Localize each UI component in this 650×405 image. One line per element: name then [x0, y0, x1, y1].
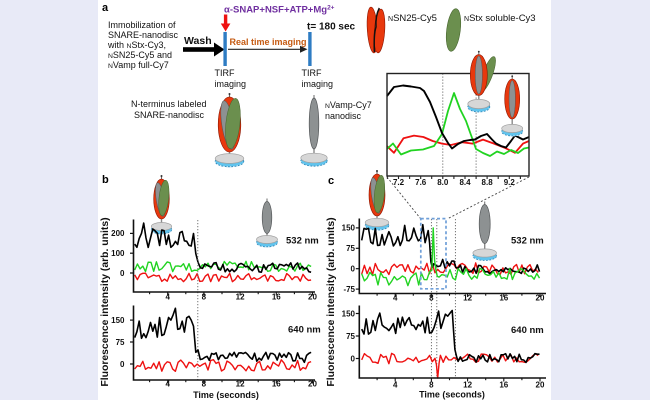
svg-text:8.4: 8.4 — [459, 178, 471, 187]
svg-text:a: a — [102, 2, 109, 14]
svg-text:NVamp-Cy7: NVamp-Cy7 — [325, 100, 372, 110]
svg-text:200: 200 — [111, 229, 125, 238]
svg-text:640 nm: 640 nm — [288, 325, 321, 336]
svg-text:Time (seconds): Time (seconds) — [193, 390, 259, 400]
svg-text:20: 20 — [536, 294, 545, 303]
svg-text:100: 100 — [111, 249, 125, 258]
svg-text:75: 75 — [116, 338, 125, 347]
svg-text:c: c — [328, 175, 334, 187]
svg-text:12: 12 — [463, 294, 472, 303]
svg-text:8: 8 — [429, 381, 434, 390]
svg-text:8: 8 — [429, 294, 434, 303]
svg-text:150: 150 — [111, 316, 125, 325]
svg-text:0: 0 — [351, 265, 356, 274]
svg-text:532 nm: 532 nm — [511, 236, 544, 247]
svg-text:7.2: 7.2 — [393, 178, 405, 187]
svg-text:NVamp full-Cy7: NVamp full-Cy7 — [108, 60, 169, 70]
svg-text:8.8: 8.8 — [482, 178, 494, 187]
svg-text:12: 12 — [463, 381, 472, 390]
svg-text:4: 4 — [393, 381, 398, 390]
svg-text:Immobilization of: Immobilization of — [108, 20, 176, 30]
svg-text:Wash: Wash — [184, 35, 212, 47]
svg-text:Real time imaging: Real time imaging — [230, 37, 307, 47]
svg-text:with NStx-Cy3,: with NStx-Cy3, — [107, 40, 166, 50]
svg-text:12: 12 — [236, 293, 245, 302]
svg-text:4: 4 — [393, 294, 398, 303]
svg-text:SNARE-nanodisc: SNARE-nanodisc — [134, 110, 205, 120]
svg-text:16: 16 — [272, 293, 281, 302]
svg-text:N-terminus labeled: N-terminus labeled — [131, 99, 207, 109]
svg-text:4: 4 — [165, 293, 170, 302]
svg-text:TIRF: TIRF — [215, 68, 235, 78]
svg-text:b: b — [102, 174, 109, 186]
svg-text:7.6: 7.6 — [415, 178, 427, 187]
svg-text:Fluorescence intensity (arb. u: Fluorescence intensity (arb. units) — [326, 217, 337, 386]
svg-text:TIRF: TIRF — [302, 68, 322, 78]
svg-text:9.2: 9.2 — [504, 178, 516, 187]
svg-text:0: 0 — [351, 354, 356, 363]
svg-text:t= 180 sec: t= 180 sec — [307, 22, 356, 33]
svg-text:640 nm: 640 nm — [511, 325, 544, 336]
svg-text:20: 20 — [308, 293, 317, 302]
svg-text:16: 16 — [272, 380, 281, 389]
svg-text:8: 8 — [202, 380, 207, 389]
svg-text:Fluorescence intensity (arb. u: Fluorescence intensity (arb. units) — [100, 217, 111, 386]
svg-text:NSN25-Cy5 and: NSN25-Cy5 and — [108, 50, 172, 60]
svg-text:Time (seconds): Time (seconds) — [419, 389, 485, 399]
svg-text:0: 0 — [120, 269, 125, 278]
svg-text:8.0: 8.0 — [437, 178, 449, 187]
svg-text:150: 150 — [342, 309, 356, 318]
svg-text:NSN25-Cy5: NSN25-Cy5 — [388, 13, 437, 24]
svg-text:16: 16 — [499, 294, 508, 303]
svg-text:4: 4 — [165, 380, 170, 389]
svg-text:12: 12 — [236, 380, 245, 389]
svg-text:imaging: imaging — [215, 79, 247, 89]
svg-text:-75: -75 — [343, 285, 355, 294]
svg-text:imaging: imaging — [302, 79, 334, 89]
svg-text:16: 16 — [499, 381, 508, 390]
svg-text:NStx soluble-Cy3: NStx soluble-Cy3 — [464, 13, 536, 24]
svg-text:SNARE-nanodisc: SNARE-nanodisc — [108, 30, 179, 40]
svg-text:75: 75 — [346, 332, 355, 341]
svg-text:α-SNAP+NSF+ATP+Mg2+: α-SNAP+NSF+ATP+Mg2+ — [224, 5, 335, 16]
svg-text:8: 8 — [202, 293, 207, 302]
svg-text:20: 20 — [536, 381, 545, 390]
svg-text:20: 20 — [308, 380, 317, 389]
svg-text:75: 75 — [346, 244, 355, 253]
svg-text:nanodisc: nanodisc — [325, 111, 362, 121]
svg-text:532 nm: 532 nm — [286, 236, 319, 247]
svg-text:0: 0 — [120, 360, 125, 369]
svg-text:150: 150 — [342, 224, 356, 233]
